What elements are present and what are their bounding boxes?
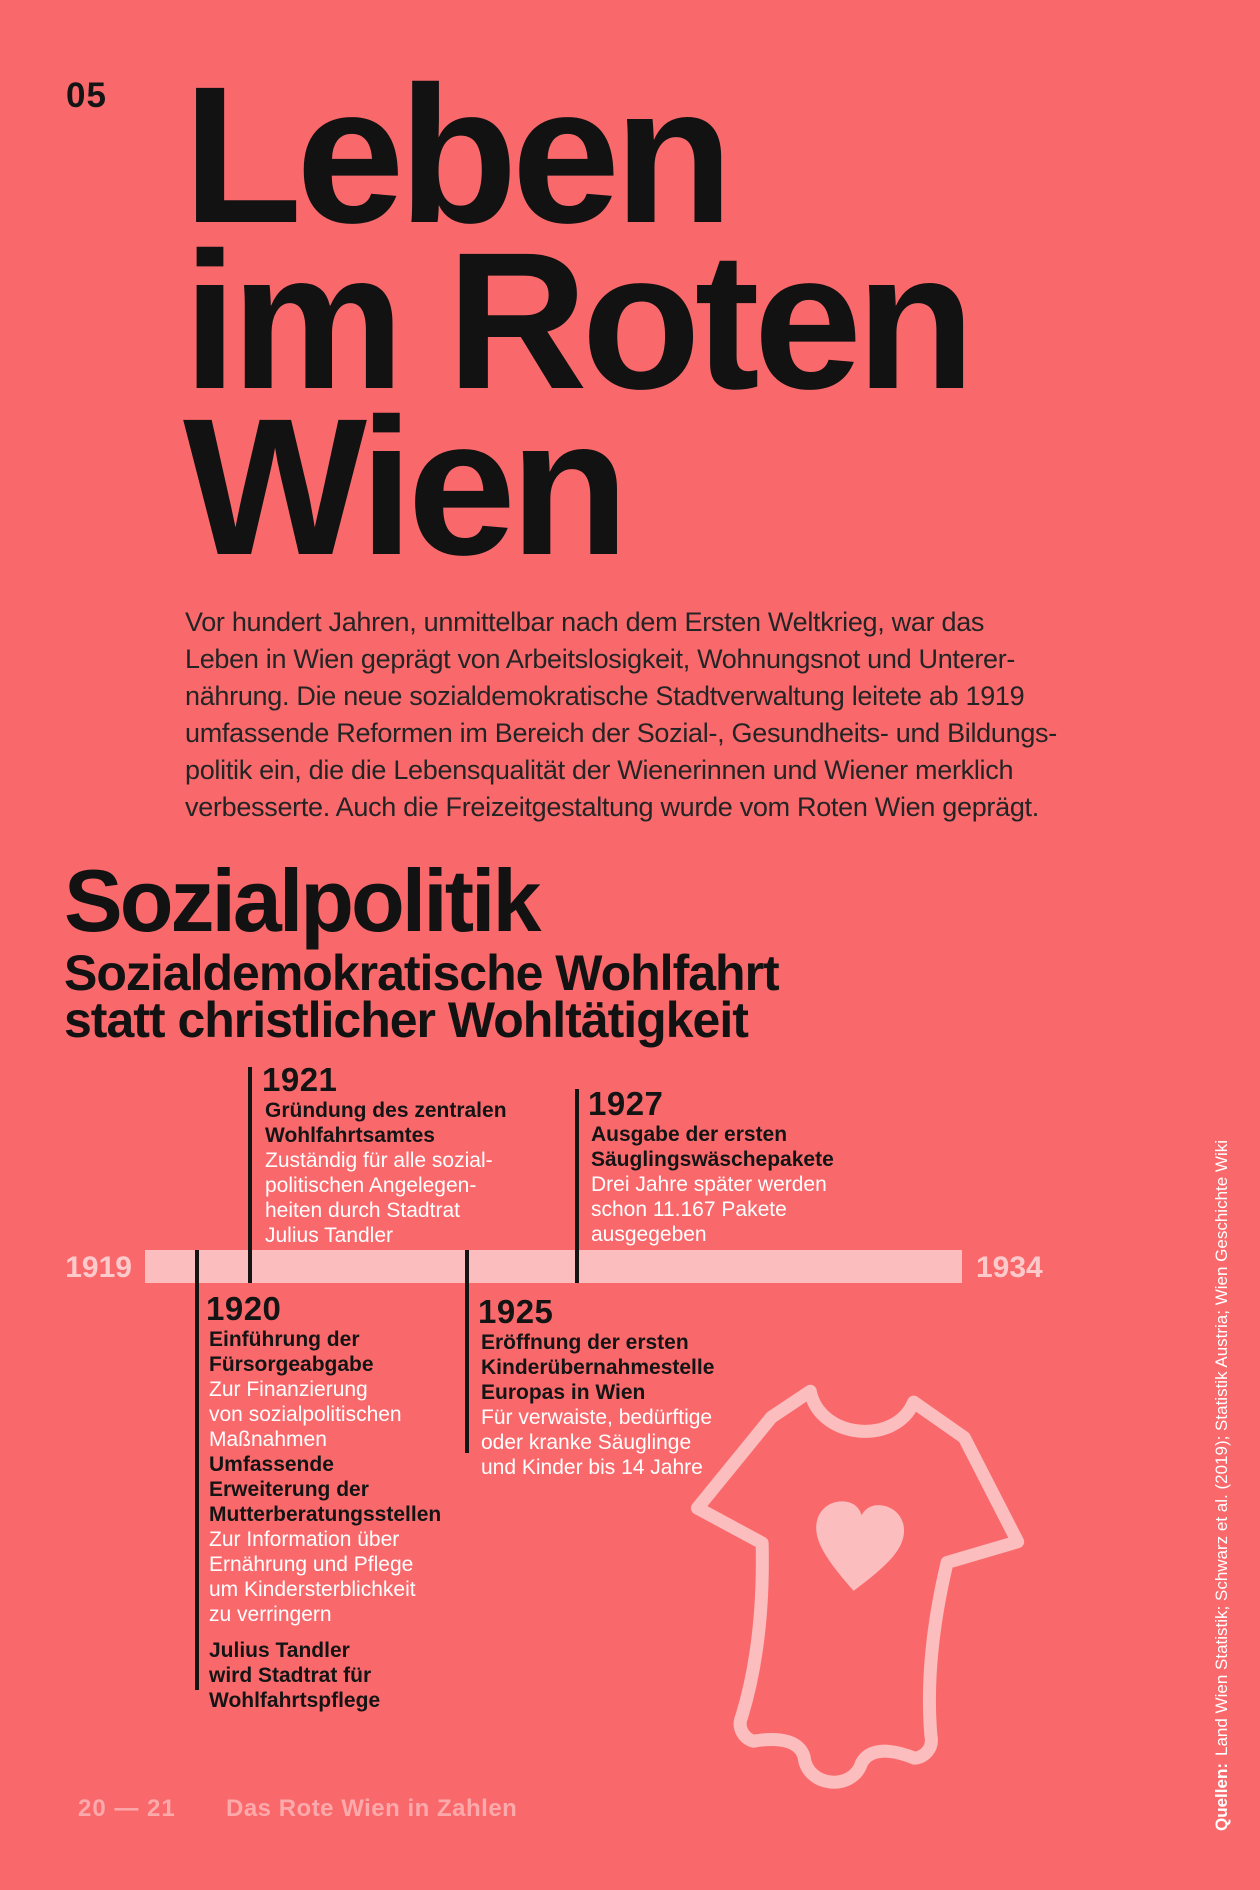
event-text-line: Umfassende [209,1453,334,1476]
section-subheading: Sozialdemokratische Wohlfahrt statt chri… [64,945,780,1048]
event-text-line: Zuständig für alle sozial- [265,1149,493,1172]
event-text-line: Maßnahmen [209,1428,327,1451]
event-year: 1927 [588,1085,664,1122]
event-text-line: Eröffnung der ersten [481,1331,689,1354]
event-year: 1925 [478,1293,554,1330]
timeline-event-1920: 1920 Einführung der Fürsorgeabgabe Zur F… [206,1291,441,1713]
event-text-line: Europas in Wien [481,1381,646,1404]
intro-line: Leben in Wien geprägt von Arbeitslosigke… [185,644,1016,674]
intro-line: umfassende Reformen im Bereich der Sozia… [185,718,1057,748]
sources-label: Quellen: [1212,1762,1231,1831]
event-text-line: ausgegeben [591,1223,707,1246]
event-text-line: Julius Tandler [209,1639,350,1662]
event-text-line: Zur Information über [209,1528,400,1551]
timeline-tick-1921 [248,1067,252,1283]
event-text-line: Wohlfahrtsamtes [265,1124,435,1147]
title-line-2: im Roten [183,212,975,430]
timeline-event-1925: 1925 Eröffnung der ersten Kinderübernahm… [478,1294,714,1480]
event-text-line: Gründung des zentralen [265,1099,507,1122]
event-text-line: Drei Jahre später werden [591,1173,827,1196]
event-text-line: wird Stadtrat für [209,1664,372,1687]
timeline-tick-1920 [195,1250,199,1690]
footer-page-range: 20 — 21 [78,1795,176,1822]
event-text-line: Mutterberatungsstellen [209,1503,442,1526]
onesie-outline [690,1384,1025,1789]
title-line-3: Wien [183,378,629,596]
event-text-line: von sozialpolitischen [209,1403,402,1426]
event-text-line: heiten durch Stadtrat [265,1199,460,1222]
event-text-line: Kinderübernahmestelle [481,1356,715,1379]
timeline-start-label: 1919 [65,1251,132,1284]
intro-paragraph: Vor hundert Jahren, unmittelbar nach dem… [185,604,1057,826]
event-text-line: Zur Finanzierung [209,1378,368,1401]
event-text-line: um Kindersterblichkeit [209,1578,416,1601]
timeline-end-label: 1934 [976,1251,1043,1284]
event-text-line: Ausgabe der ersten [591,1123,788,1146]
sources-text: Land Wien Statistik; Schwarz et al. (201… [1212,1139,1231,1756]
event-text-line: oder kranke Säuglinge [481,1431,692,1454]
event-text-line: Julius Tandler [265,1224,394,1247]
baby-onesie-icon [607,1353,1157,1863]
footer-publication-title: Das Rote Wien in Zahlen [226,1795,518,1822]
event-year: 1921 [262,1061,338,1098]
section-subheading-line-1: Sozialdemokratische Wohlfahrt [64,945,780,1001]
event-text-line: Fürsorgeabgabe [209,1353,374,1376]
section-heading: Sozialpolitik [64,851,541,950]
event-text-line: Erweiterung der [209,1478,369,1501]
event-text-line: und Kinder bis 14 Jahre [481,1456,703,1479]
timeline-event-1921: 1921 Gründung des zentralen Wohlfahrtsam… [262,1062,507,1248]
event-text-line: politischen Angelegen- [265,1174,477,1197]
intro-line: verbesserte. Auch die Freizeitgestaltung… [185,792,1039,822]
event-text-line: Wohlfahrtspflege [209,1689,381,1712]
page-number: 05 [66,76,107,115]
event-text-line: Für verwaiste, bedürftige [481,1406,713,1429]
event-text-line: zu verringern [209,1603,332,1626]
main-title: Leben im Roten Wien [183,46,975,596]
event-text-line: schon 11.167 Pakete [591,1198,787,1221]
intro-line: politik ein, die die Lebensqualität der … [185,755,1014,785]
heart-icon [816,1501,904,1591]
timeline-bar [145,1250,962,1283]
timeline-event-1927: 1927 Ausgabe der ersten Säuglingswäschep… [588,1086,834,1247]
timeline-tick-1925 [465,1250,469,1453]
intro-line: nährung. Die neue sozialdemokratische St… [185,681,1025,711]
sources-note: Quellen: Land Wien Statistik; Schwarz et … [1209,1091,1235,1831]
event-text-line: Ernährung und Pflege [209,1553,414,1576]
event-year: 1920 [206,1290,282,1327]
event-text-line: Einführung der [209,1328,360,1351]
timeline-tick-1927 [575,1089,579,1283]
event-text-line: Säuglingswäschepakete [591,1148,834,1171]
section-subheading-line-2: statt christlicher Wohltätigkeit [64,992,749,1048]
title-line-1: Leben [183,46,733,264]
intro-line: Vor hundert Jahren, unmittelbar nach dem… [185,607,985,637]
